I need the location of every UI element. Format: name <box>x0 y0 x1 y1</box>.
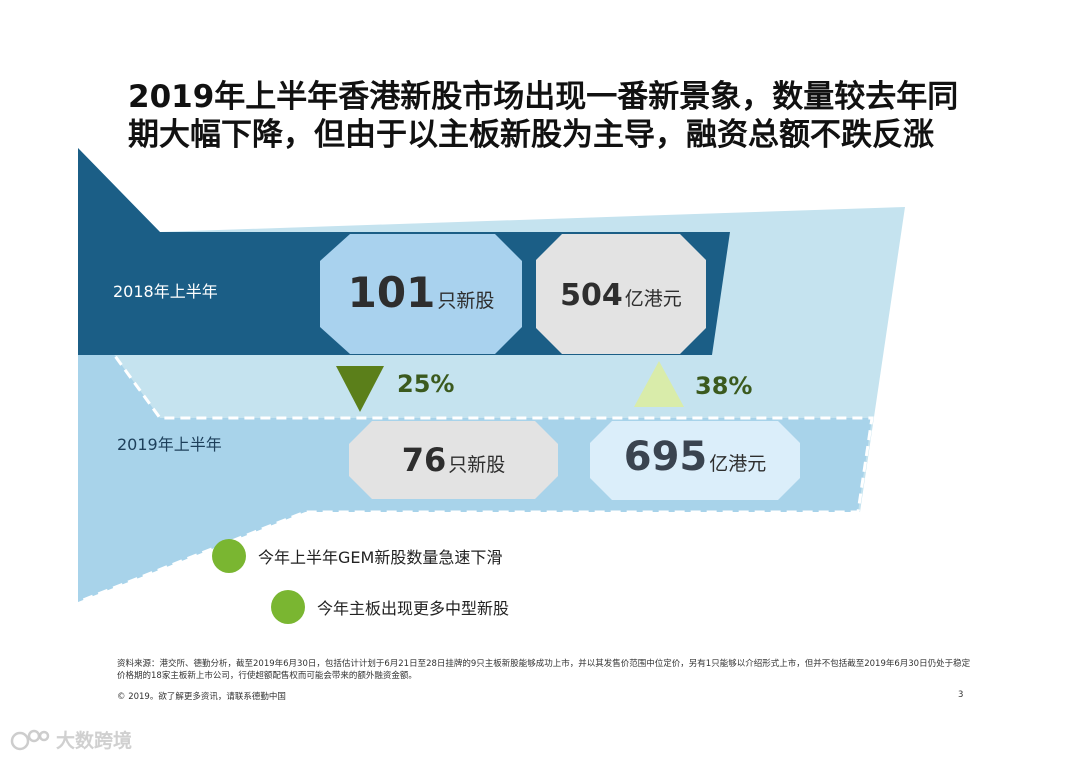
arrow-down-icon <box>336 366 384 412</box>
bullet-item-1: 今年上半年GEM新股数量急速下滑 <box>212 539 502 573</box>
count-2019-value: 76 <box>401 441 447 479</box>
band-2019-dashed-border <box>76 304 874 604</box>
amount-2019: 695 亿港元 <box>590 434 800 480</box>
label-2018: 2018年上半年 <box>113 282 218 301</box>
watermark-text: 大数跨境 <box>56 730 133 752</box>
watermark-logo-icon <box>10 729 50 750</box>
title-line-2: 期大幅下降，但由于以主板新股为主导，融资总额不跌反涨 <box>128 117 934 153</box>
bullet-text-1: 今年上半年GEM新股数量急速下滑 <box>258 548 503 567</box>
count-2019: 76 只新股 <box>349 441 558 479</box>
title-line-1: 2019年上半年香港新股市场出现一番新景象，数量较去年同 <box>128 79 959 115</box>
copyright-text: © 2019。欲了解更多资讯，请联系德勤中国 <box>117 692 286 702</box>
arrow-up-icon <box>634 361 684 407</box>
bullet-text-2: 今年主板出现更多中型新股 <box>317 599 510 618</box>
bullet-dot-icon <box>212 539 246 573</box>
amount-2018: 504 亿港元 <box>536 278 706 313</box>
label-2019: 2019年上半年 <box>117 435 222 454</box>
box-2018-amount <box>536 234 706 354</box>
bullet-dot-icon <box>271 590 305 624</box>
source-footnote: 资料来源：港交所、德勤分析，截至2019年6月30日，包括估计计划于6月21日至… <box>117 659 971 681</box>
count-2018-unit: 只新股 <box>437 290 495 312</box>
amount-2019-unit: 亿港元 <box>709 453 767 475</box>
amount-2019-value: 695 <box>623 434 708 480</box>
amount-2018-unit: 亿港元 <box>624 288 682 310</box>
amount-2018-value: 504 <box>560 278 623 313</box>
watermark: 大数跨境 <box>10 726 132 753</box>
page-number: 3 <box>958 690 964 700</box>
count-2018: 101 只新股 <box>320 268 522 317</box>
page-title: 2019年上半年香港新股市场出现一番新景象，数量较去年同 期大幅下降，但由于以主… <box>128 78 1028 154</box>
amount-change-percent: 38% <box>695 372 753 400</box>
box-2019-amount <box>590 421 800 500</box>
box-2019-count <box>349 421 558 499</box>
box-2018-count <box>320 234 522 354</box>
count-change-percent: 25% <box>397 370 455 398</box>
bullet-item-2: 今年主板出现更多中型新股 <box>271 590 509 624</box>
count-2019-unit: 只新股 <box>448 454 506 476</box>
count-2018-value: 101 <box>347 268 436 317</box>
